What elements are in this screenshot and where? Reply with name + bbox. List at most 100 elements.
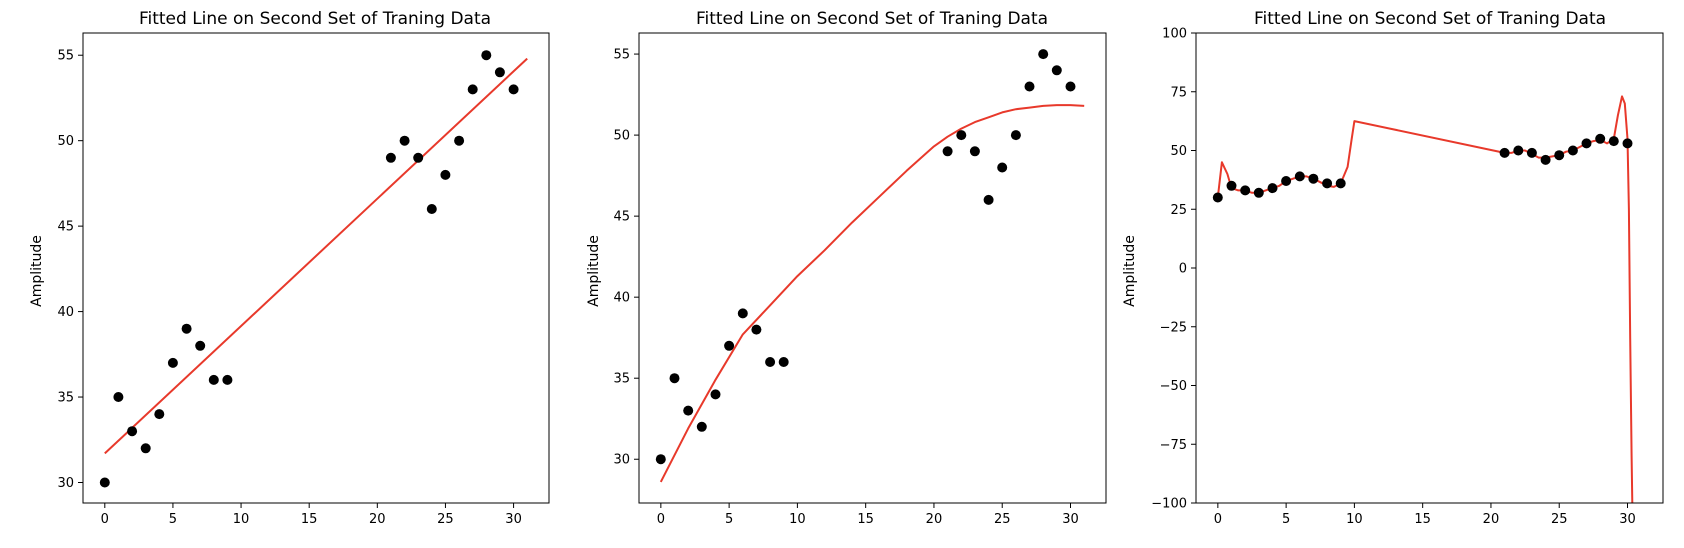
data-point: [942, 146, 953, 157]
data-point: [1567, 145, 1578, 156]
x-tick-label: 0: [101, 512, 109, 527]
data-point: [1240, 185, 1251, 196]
data-point: [167, 357, 178, 368]
data-point: [1038, 49, 1049, 60]
x-tick-label: 30: [505, 512, 522, 527]
y-tick-label: 75: [1170, 85, 1187, 100]
data-point: [1024, 81, 1035, 92]
axes-frame: [82, 32, 550, 504]
y-tick-label: 45: [613, 210, 630, 225]
data-point: [1335, 178, 1346, 189]
x-tick-label: 0: [1214, 512, 1222, 527]
data-point: [494, 67, 505, 78]
data-point: [956, 130, 967, 141]
y-tick-label: 25: [1170, 203, 1187, 218]
x-tick-label: 25: [1551, 512, 1568, 527]
data-point: [1051, 65, 1062, 76]
x-tick-label: 10: [789, 512, 806, 527]
data-point: [413, 152, 424, 163]
y-tick-label: −50: [1160, 379, 1187, 394]
x-tick-label: 15: [301, 512, 318, 527]
data-point: [222, 374, 233, 385]
data-point: [508, 84, 519, 95]
y-tick-label: 35: [57, 391, 74, 406]
y-tick-label: −25: [1160, 320, 1187, 335]
y-tick-label: 55: [57, 49, 74, 64]
data-point: [1622, 138, 1633, 149]
data-point: [1540, 154, 1551, 165]
data-point: [467, 84, 478, 95]
data-point: [1267, 183, 1278, 194]
y-tick-label: 50: [613, 129, 630, 144]
data-point: [481, 50, 492, 61]
data-point: [140, 443, 151, 454]
data-point: [1226, 180, 1237, 191]
data-point: [1322, 178, 1333, 189]
chart-title: Fitted Line on Second Set of Traning Dat…: [139, 9, 491, 29]
data-point: [1499, 147, 1510, 158]
fit-line: [659, 104, 1085, 483]
x-tick-label: 5: [725, 512, 733, 527]
y-tick-label: −75: [1160, 438, 1187, 453]
y-axis-label: Amplitude: [586, 235, 602, 307]
data-point: [778, 357, 789, 367]
x-tick-label: 5: [169, 512, 177, 527]
data-point: [669, 373, 680, 384]
y-tick-label: 50: [1170, 144, 1187, 159]
x-tick-label: 25: [994, 512, 1011, 527]
data-point: [440, 169, 451, 180]
data-point: [1554, 150, 1565, 161]
data-point: [765, 357, 776, 367]
data-point: [1595, 133, 1606, 144]
data-point: [1581, 138, 1592, 149]
y-tick-label: 0: [1179, 262, 1187, 277]
data-point: [737, 308, 748, 319]
x-tick-label: 20: [369, 512, 386, 527]
data-layer: [655, 49, 1085, 483]
axes-frame: [638, 32, 1107, 504]
data-point: [1212, 192, 1223, 203]
data-point: [127, 426, 138, 437]
y-tick-label: 100: [1162, 27, 1187, 42]
data-point: [454, 135, 465, 146]
subplot-3: Fitted Line on Second Set of Traning Dat…: [1122, 9, 1664, 527]
subplot-1: Fitted Line on Second Set of Traning Dat…: [29, 9, 550, 527]
chart-title: Fitted Line on Second Set of Traning Dat…: [1254, 9, 1606, 29]
fit-line: [104, 57, 528, 455]
y-tick-label: 30: [57, 476, 74, 491]
chart-title: Fitted Line on Second Set of Traning Dat…: [696, 9, 1048, 29]
y-tick-label: 30: [613, 453, 630, 468]
x-tick-label: 0: [657, 512, 665, 527]
x-tick-label: 30: [1062, 512, 1079, 527]
x-tick-label: 20: [926, 512, 943, 527]
data-point: [969, 146, 980, 157]
y-tick-label: −100: [1151, 497, 1187, 512]
axes-frame: [1195, 32, 1664, 504]
data-point: [751, 324, 762, 335]
y-tick-label: 40: [613, 291, 630, 306]
y-tick-label: 55: [613, 48, 630, 63]
data-point: [399, 135, 410, 146]
data-point: [710, 389, 721, 400]
data-point: [997, 162, 1008, 173]
data-point: [208, 374, 219, 385]
data-point: [426, 204, 437, 214]
x-tick-label: 5: [1282, 512, 1290, 527]
data-point: [1513, 145, 1524, 156]
x-tick-label: 15: [1414, 512, 1431, 527]
data-point: [181, 323, 192, 334]
data-point: [195, 340, 206, 351]
data-point: [696, 421, 707, 432]
x-tick-label: 10: [1346, 512, 1363, 527]
data-layer: [99, 50, 528, 488]
y-tick-label: 45: [57, 220, 74, 235]
data-point: [1010, 130, 1021, 141]
data-point: [99, 477, 110, 488]
plot-area: 0 5 10 15 20 25 30 −100 −75 −50 −25 0 25 50 75 100: [1151, 27, 1664, 527]
data-point: [113, 392, 124, 402]
data-point: [1526, 147, 1537, 158]
y-tick-label: 50: [57, 134, 74, 149]
x-tick-label: 20: [1483, 512, 1500, 527]
x-tick-label: 10: [233, 512, 250, 527]
